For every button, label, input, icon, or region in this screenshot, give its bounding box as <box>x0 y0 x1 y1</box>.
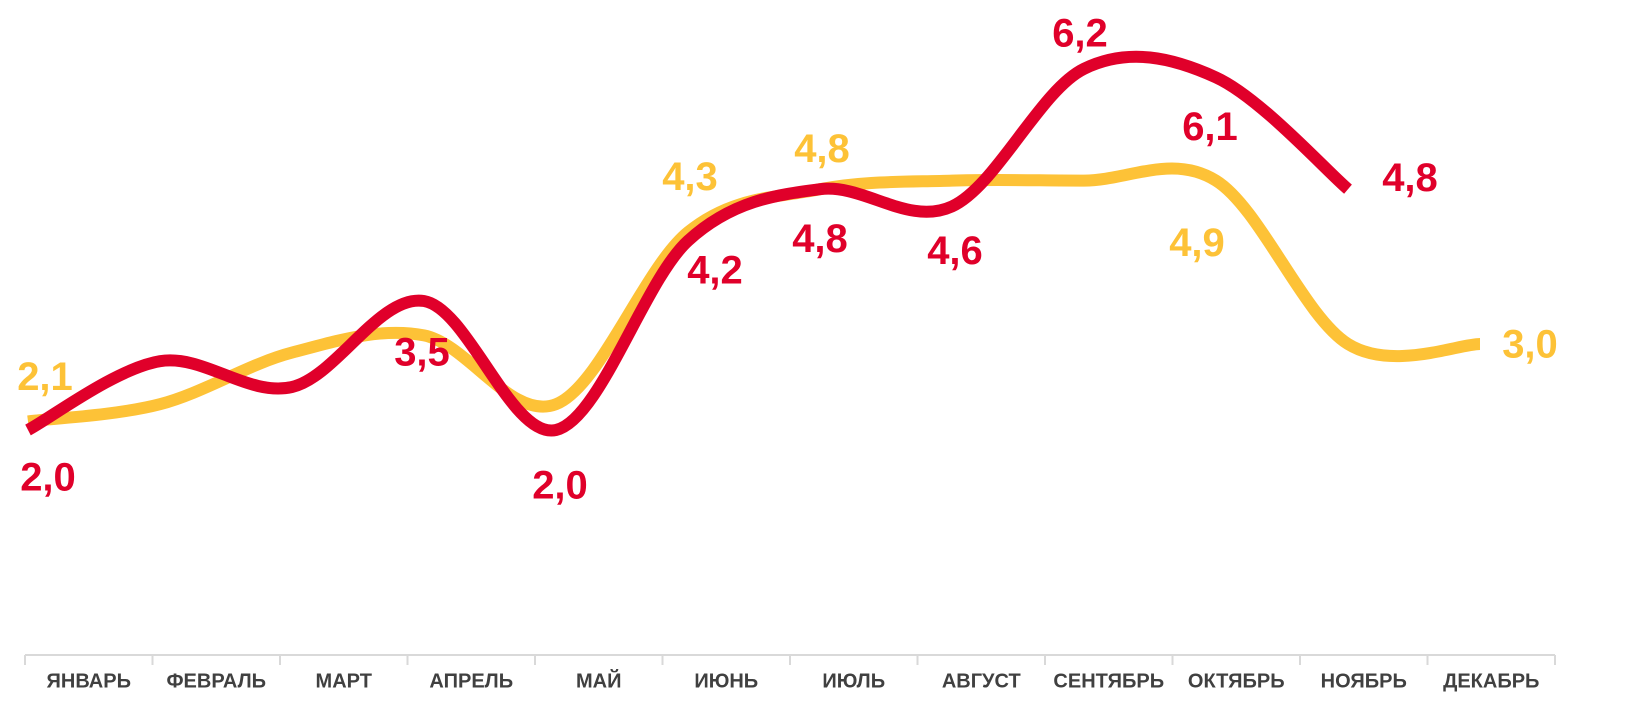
data-label: 6,1 <box>1182 105 1238 149</box>
data-label: 4,3 <box>662 155 718 199</box>
data-label: 4,8 <box>792 217 848 261</box>
data-label: 4,6 <box>927 229 983 273</box>
x-tick-label: АВГУСТ <box>942 670 1021 692</box>
x-tick-label: ОКТЯБРЬ <box>1188 670 1285 692</box>
line-series <box>25 50 1352 437</box>
data-label: 3,0 <box>1502 323 1558 367</box>
x-tick-label: ИЮЛЬ <box>822 670 885 692</box>
data-label: 2,0 <box>20 456 76 500</box>
x-tick-label: ИЮНЬ <box>694 670 758 692</box>
data-label: 4,2 <box>687 248 743 292</box>
data-label: 4,8 <box>794 127 850 171</box>
data-label: 6,2 <box>1052 11 1108 55</box>
x-tick-label: АПРЕЛЬ <box>429 670 513 692</box>
x-tick-label: ЯНВАРЬ <box>47 670 131 692</box>
x-tick-label: МАРТ <box>316 670 372 692</box>
x-tick-label: СЕНТЯБРЬ <box>1053 670 1164 692</box>
data-label: 2,1 <box>17 355 73 399</box>
x-tick-label: НОЯБРЬ <box>1321 670 1407 692</box>
data-label: 4,8 <box>1382 156 1438 200</box>
x-tick-label: ДЕКАБРЬ <box>1443 670 1539 692</box>
x-tick-label: ФЕВРАЛЬ <box>166 670 266 692</box>
x-tick-label: МАЙ <box>576 668 621 692</box>
data-label: 2,0 <box>532 464 588 508</box>
data-label: 3,5 <box>394 331 450 375</box>
data-label: 4,9 <box>1169 221 1225 265</box>
